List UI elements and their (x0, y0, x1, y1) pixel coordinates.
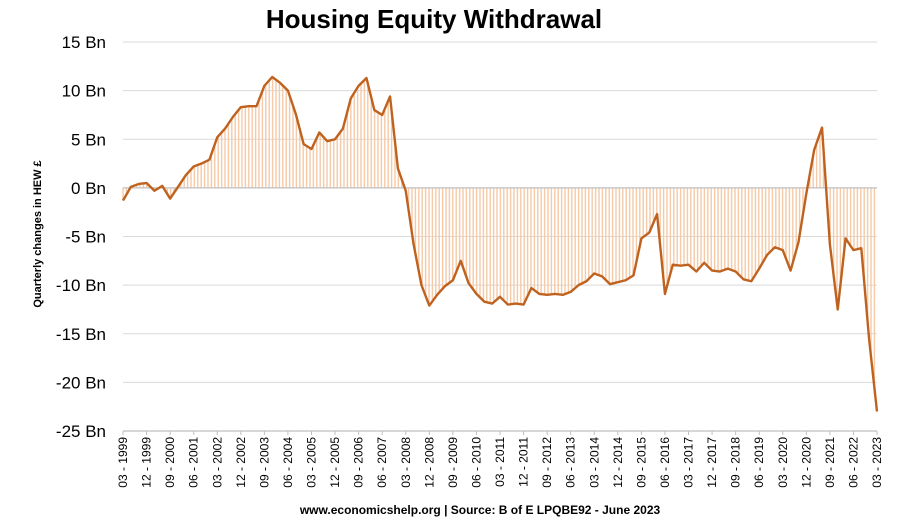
x-tick-label: 06 - 2016 (658, 437, 672, 488)
x-tick-labels: 03 - 1999 12 - 1999 09 - 2000 06 - 2001 03 -… (116, 437, 884, 488)
x-tick-label: 06 - 2013 (564, 437, 578, 488)
x-tick-label: 12 - 1999 (140, 437, 154, 488)
y-tick-label: 0 Bn (71, 179, 106, 198)
x-tick-label: 09 - 2009 (446, 437, 460, 488)
x-tick-label: 03 - 2017 (682, 437, 696, 488)
x-tick-label: 06 - 2019 (752, 437, 766, 488)
y-tick-label: -5 Bn (65, 228, 106, 247)
x-tick-label: 06 - 2022 (846, 437, 860, 488)
x-tick-label: 06 - 2004 (281, 437, 295, 488)
source-note: www.economicshelp.org | Source: B of E L… (299, 503, 661, 517)
x-tick-label: 06 - 2010 (469, 437, 483, 488)
x-tick-label: 12 - 2014 (611, 437, 625, 488)
axes (122, 187, 878, 435)
x-tick-label: 12 - 2008 (422, 437, 436, 488)
x-tick-label: 09 - 2006 (352, 437, 366, 488)
x-tick-label: 12 - 2020 (799, 437, 813, 488)
x-tick-label: 09 - 2021 (823, 437, 837, 488)
y-tick-label: 15 Bn (62, 33, 106, 52)
x-tick-label: 09 - 2015 (634, 437, 648, 488)
x-tick-label: 12 - 2011 (517, 437, 531, 487)
area-fill-hatching (122, 77, 876, 388)
y-tick-label: 10 Bn (62, 82, 106, 101)
x-tick-label: 12 - 2002 (234, 437, 248, 488)
hew-series-line (121, 75, 879, 412)
x-tick-label: 03 - 2014 (587, 437, 601, 488)
x-tick-label: 03 - 2011 (493, 437, 507, 487)
x-tick-label: 03 - 2002 (210, 437, 224, 488)
x-tick-label: 12 - 2005 (328, 437, 342, 488)
x-tick-label: 03 - 2008 (399, 437, 413, 488)
y-tick-label: -15 Bn (56, 325, 106, 344)
x-tick-label: 03 - 1999 (116, 437, 130, 488)
x-tick-label: 03 - 2005 (305, 437, 319, 488)
y-tick-label: 5 Bn (71, 130, 106, 149)
x-tick-label: 09 - 2012 (540, 437, 554, 488)
y-tick-label: -10 Bn (56, 276, 106, 295)
series-line-group (121, 75, 879, 412)
x-tick-label: 12 - 2017 (705, 437, 719, 488)
x-tick-label: 09 - 2003 (257, 437, 271, 488)
x-tick-label: 03 - 2020 (776, 437, 790, 488)
y-tick-label: -20 Bn (56, 373, 106, 392)
x-tick-label: 09 - 2000 (163, 437, 177, 488)
x-tick-label: 06 - 2007 (375, 437, 389, 488)
x-tick-label: 09 - 2018 (729, 437, 743, 488)
y-axis-label: Quarterly changes in HEW £ (32, 160, 44, 307)
y-tick-labels: 15 Bn 10 Bn 5 Bn 0 Bn -5 Bn -10 Bn -15 Bn -20 B… (56, 33, 106, 441)
x-tick-label: 03 - 2023 (870, 437, 884, 488)
x-tick-label: 06 - 2001 (187, 437, 201, 488)
y-tick-label: -25 Bn (56, 422, 106, 441)
chart-title: Housing Equity Withdrawal (266, 4, 602, 34)
